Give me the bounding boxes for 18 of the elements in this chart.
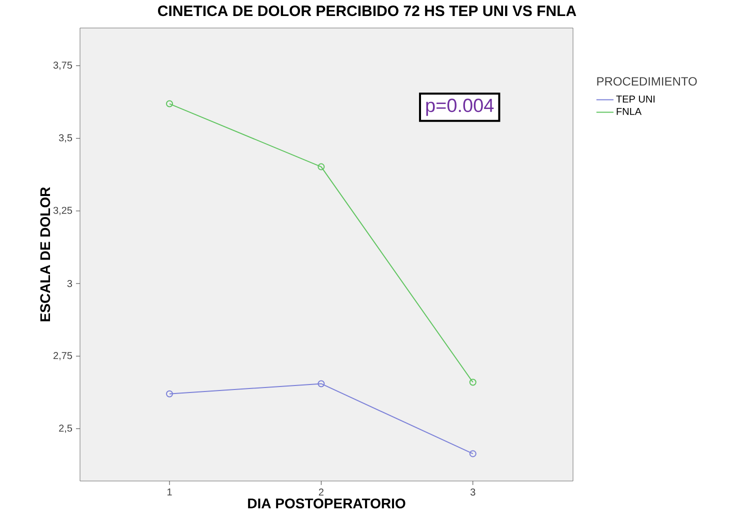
y-axis-title: ESCALA DE DOLOR	[40, 187, 50, 322]
y-tick-label: 3,25	[53, 206, 72, 216]
point	[318, 380, 325, 388]
x-tick-label: 3	[470, 488, 476, 496]
x-tick-label: 2	[318, 488, 324, 496]
legend-title: PROCEDIMIENTO	[597, 77, 697, 86]
y-tick-label: 3	[67, 280, 72, 288]
legend-label: TEP UNI	[616, 96, 655, 103]
y-tick-label: 3,75	[53, 62, 72, 70]
x-axis-title: DIA POSTOPERATORIO	[248, 498, 406, 508]
chart-title: CINETICA DE DOLOR PERCIBIDO 72 HS TEP UNI VS FNLA	[158, 6, 576, 16]
legend-label: FNLA	[616, 108, 642, 115]
y-tick-label: 3,5	[58, 134, 72, 142]
y-tick-label: 2,5	[59, 424, 72, 433]
annotation: p=0.004	[426, 98, 494, 116]
x-tick-label: 1	[167, 488, 172, 496]
y-tick-label: 2,75	[54, 352, 72, 360]
point	[318, 163, 325, 170]
